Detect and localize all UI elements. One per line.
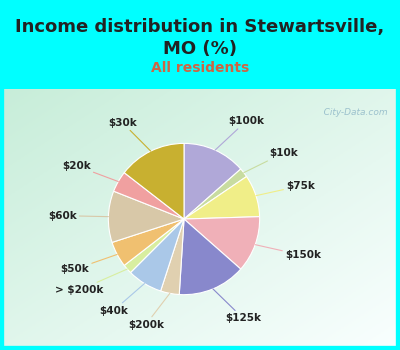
Wedge shape (124, 219, 184, 273)
Wedge shape (112, 219, 184, 265)
Wedge shape (130, 219, 184, 291)
Text: $100k: $100k (215, 116, 264, 150)
Text: Income distribution in Stewartsville,
MO (%): Income distribution in Stewartsville, MO… (15, 18, 385, 58)
Text: $200k: $200k (128, 293, 170, 330)
Text: $75k: $75k (256, 181, 315, 196)
Wedge shape (114, 173, 184, 219)
Wedge shape (184, 217, 260, 269)
Text: $60k: $60k (48, 211, 108, 220)
Text: All residents: All residents (151, 61, 249, 75)
Wedge shape (184, 176, 260, 219)
Text: $40k: $40k (99, 284, 144, 316)
Text: $50k: $50k (60, 254, 117, 274)
Text: $125k: $125k (213, 289, 261, 323)
Wedge shape (184, 144, 241, 219)
Wedge shape (124, 144, 184, 219)
Wedge shape (184, 169, 246, 219)
Text: > $200k: > $200k (55, 269, 127, 295)
Text: $150k: $150k (255, 245, 321, 260)
Wedge shape (108, 191, 184, 243)
Text: $20k: $20k (62, 161, 118, 182)
Text: $30k: $30k (108, 118, 151, 151)
Wedge shape (179, 219, 241, 295)
Text: City-Data.com: City-Data.com (315, 107, 388, 117)
Wedge shape (161, 219, 184, 295)
Text: $10k: $10k (244, 148, 298, 173)
